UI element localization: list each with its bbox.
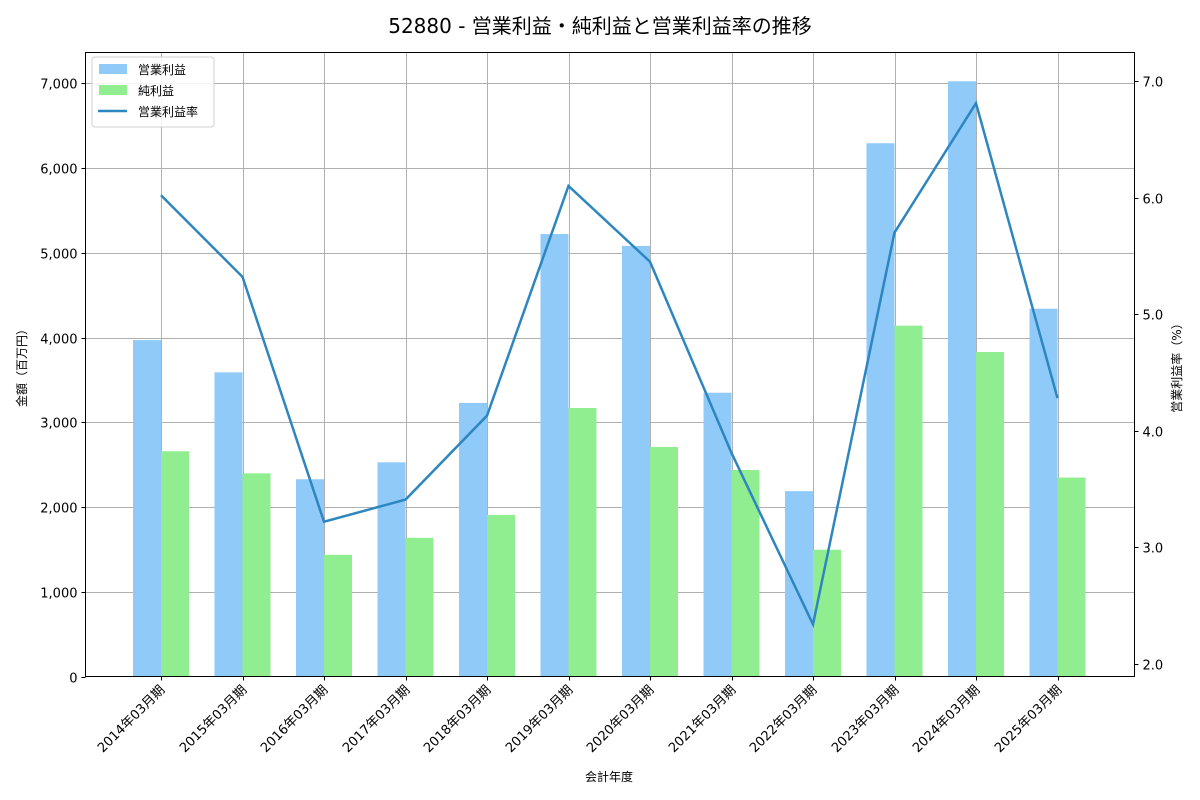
bar-net-profit bbox=[405, 537, 434, 677]
x-tick-label: 2014年03月期 bbox=[95, 683, 168, 756]
chart-title: 52880 - 営業利益・純利益と営業利益率の推移 bbox=[388, 14, 812, 38]
y-axis-left-label: 金額（百万円） bbox=[14, 323, 29, 407]
x-axis: 2014年03月期 2015年03月期 2016年03月期 2017年03月期 2018… bbox=[95, 676, 1065, 756]
x-tick-label: 2016年03月期 bbox=[258, 683, 331, 756]
y-left-tick-label: 2,000 bbox=[40, 502, 77, 517]
x-tick-label: 2025年03月期 bbox=[992, 683, 1065, 756]
y-right-tick-label: 7.0 bbox=[1143, 76, 1164, 91]
bar-net-profit bbox=[487, 514, 515, 677]
bar-operating-profit bbox=[1029, 308, 1058, 677]
bar-operating-profit bbox=[866, 143, 895, 678]
x-tick-label: 2018年03月期 bbox=[421, 683, 494, 756]
x-tick-label: 2017年03月期 bbox=[340, 683, 413, 756]
x-tick-label: 2021年03月期 bbox=[666, 683, 739, 756]
y-left-tick-label: 7,000 bbox=[40, 78, 77, 93]
y-right-tick-label: 6.0 bbox=[1143, 193, 1164, 208]
bar-operating-profit bbox=[948, 81, 976, 678]
x-tick-label: 2024年03月期 bbox=[910, 683, 983, 756]
y-right-tick-label: 2.0 bbox=[1143, 659, 1164, 674]
y-axis-left: 0 1,000 2,000 3,000 4,000 5,000 6,000 7,000 bbox=[40, 78, 86, 687]
y-axis-right-label: 営業利益率（%） bbox=[1169, 317, 1184, 412]
x-tick-label: 2020年03月期 bbox=[584, 683, 657, 756]
y-left-tick-label: 5,000 bbox=[40, 248, 77, 263]
y-left-tick-label: 4,000 bbox=[40, 333, 77, 348]
y-axis-right: 2.0 3.0 4.0 5.0 6.0 7.0 bbox=[1134, 76, 1164, 674]
y-left-tick-label: 6,000 bbox=[40, 163, 77, 178]
bar-operating-profit bbox=[703, 392, 732, 677]
legend-label-net-profit: 純利益 bbox=[138, 84, 174, 98]
x-axis-label: 会計年度 bbox=[585, 769, 633, 784]
bar-operating-profit bbox=[214, 372, 243, 677]
bar-operating-profit bbox=[785, 491, 813, 677]
y-right-tick-label: 3.0 bbox=[1143, 542, 1164, 557]
bar-operating-profit bbox=[296, 479, 324, 677]
margin-line bbox=[160, 100, 1059, 629]
legend-swatch-operating-profit bbox=[99, 64, 127, 74]
y-left-tick-label: 1,000 bbox=[40, 587, 77, 602]
bar-net-profit bbox=[161, 451, 189, 677]
plot-frame bbox=[85, 52, 1135, 677]
bar-operating-profit bbox=[540, 234, 569, 677]
legend: 営業利益 純利益 営業利益率 bbox=[91, 56, 215, 128]
y-left-tick-label: 0 bbox=[69, 672, 77, 687]
bar-net-profit bbox=[813, 549, 841, 677]
line-operating-margin bbox=[160, 100, 1059, 629]
y-right-tick-label: 4.0 bbox=[1143, 426, 1164, 441]
bar-net-profit bbox=[1057, 477, 1086, 677]
bar-operating-profit bbox=[622, 245, 650, 677]
x-tick-label: 2022年03月期 bbox=[747, 683, 820, 756]
bar-net-profit bbox=[976, 351, 1004, 677]
bar-net-profit bbox=[242, 473, 271, 677]
bar-net-profit bbox=[650, 447, 678, 677]
x-tick-label: 2015年03月期 bbox=[177, 683, 250, 756]
x-tick-label: 2019年03月期 bbox=[503, 683, 576, 756]
y-left-tick-label: 3,000 bbox=[40, 417, 77, 432]
x-tick-label: 2023年03月期 bbox=[829, 683, 902, 756]
legend-label-operating-profit: 営業利益 bbox=[138, 63, 186, 77]
bar-net-profit bbox=[324, 554, 352, 677]
bars bbox=[133, 81, 1086, 678]
y-right-tick-label: 5.0 bbox=[1143, 309, 1164, 324]
bar-operating-profit bbox=[133, 340, 161, 677]
bar-operating-profit bbox=[377, 462, 406, 677]
bar-net-profit bbox=[568, 407, 597, 677]
legend-label-margin: 営業利益率 bbox=[138, 104, 198, 119]
bar-net-profit bbox=[894, 325, 923, 677]
bar-operating-profit bbox=[459, 402, 487, 677]
legend-swatch-net-profit bbox=[99, 85, 127, 95]
